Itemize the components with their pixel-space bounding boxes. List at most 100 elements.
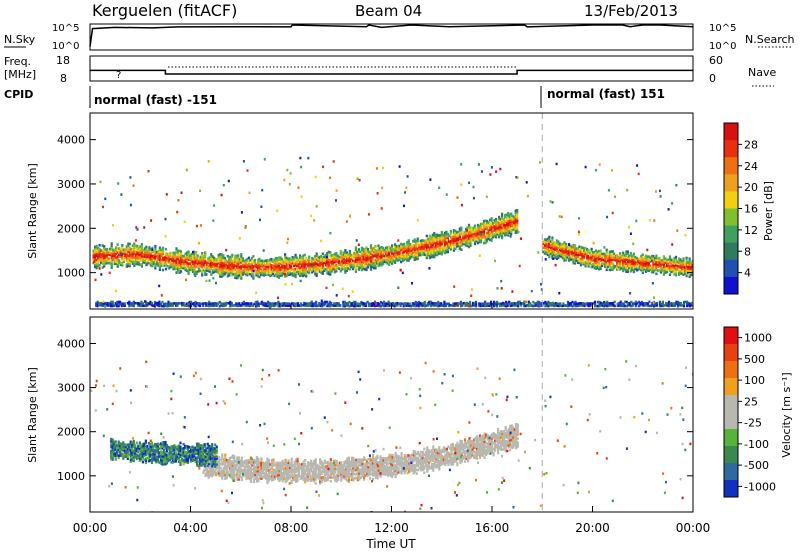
echo-cell	[470, 229, 474, 232]
echo-cell	[671, 259, 675, 263]
echo-cell	[490, 221, 493, 224]
echo-cell	[372, 248, 376, 252]
echo-cell	[278, 471, 281, 475]
echo-cell	[293, 470, 296, 474]
echo-cell	[315, 254, 318, 257]
echo-cell	[118, 247, 121, 250]
echo-cell	[561, 254, 564, 258]
echo-cell	[631, 302, 634, 305]
echo-cell	[235, 258, 238, 262]
echo-cell	[399, 302, 402, 305]
echo-cell	[584, 264, 587, 268]
echo-cell	[192, 270, 195, 273]
echo-cell	[142, 249, 145, 252]
echo-cell	[558, 244, 561, 248]
echo-cell	[578, 249, 581, 253]
echo-cell	[561, 244, 564, 248]
echo-cell	[285, 260, 288, 264]
echo-cell	[499, 223, 502, 227]
echo-cell	[143, 304, 146, 308]
echo-cell	[391, 260, 394, 263]
echo-cell	[554, 304, 557, 307]
echo-cell	[354, 252, 357, 255]
echo-cell	[121, 244, 124, 247]
echo-cell	[555, 245, 558, 248]
echo-cell	[625, 270, 628, 273]
echo-cell	[630, 300, 633, 304]
echo-cell	[478, 230, 481, 234]
echo-cell	[406, 255, 409, 258]
echo-cell	[377, 256, 380, 260]
echo-cell	[446, 240, 449, 244]
echo-cell	[291, 256, 294, 259]
echo-cell	[494, 302, 497, 305]
echo-cell	[508, 217, 511, 221]
echo-cell	[499, 231, 502, 235]
echo-cell	[226, 274, 229, 278]
echo-cell	[338, 263, 341, 267]
echo-cell	[443, 300, 446, 304]
echo-cell	[392, 256, 395, 259]
echo-cell	[155, 250, 158, 254]
echo-cell	[659, 259, 662, 262]
echo-cell	[439, 240, 442, 243]
echo-cell	[343, 302, 346, 306]
echo-cell	[218, 474, 221, 477]
echo-cell	[476, 241, 480, 245]
echo-cell	[319, 466, 322, 469]
echo-cell	[249, 474, 252, 477]
echo-cell	[322, 468, 325, 471]
echo-cell	[544, 302, 547, 306]
echo-cell	[145, 257, 148, 261]
echo-cell	[682, 265, 685, 268]
echo-cell	[554, 254, 557, 257]
colorbar-swatch	[724, 259, 738, 278]
echo-cell	[217, 265, 220, 269]
echo-cell	[403, 254, 406, 258]
echo-cell	[586, 252, 589, 255]
echo-cell	[339, 261, 342, 265]
echo-cell	[280, 263, 284, 267]
echo-cell	[137, 302, 140, 305]
echo-cell	[169, 251, 172, 255]
echo-cell	[234, 256, 237, 260]
echo-cell	[507, 216, 510, 219]
echo-cell	[316, 304, 319, 307]
echo-cell	[272, 302, 276, 306]
echo-cell	[110, 254, 113, 257]
echo-cell	[464, 235, 468, 239]
echo-cell	[428, 238, 431, 242]
echo-cell	[283, 475, 286, 479]
echo-cell	[131, 260, 134, 263]
echo-cell	[187, 262, 190, 265]
echo-cell	[301, 466, 304, 470]
echo-cell	[303, 269, 306, 273]
echo-cell	[228, 468, 231, 472]
echo-cell	[125, 253, 128, 256]
echo-cell	[305, 268, 308, 272]
echo-cell	[201, 252, 204, 255]
echo-cell	[220, 253, 223, 256]
echo-cell	[419, 301, 422, 305]
echo-cell	[270, 470, 274, 474]
echo-cell	[592, 263, 595, 266]
echo-cell	[113, 262, 116, 266]
echo-cell	[221, 477, 224, 480]
echo-cell	[409, 253, 412, 256]
echo-cell	[378, 255, 382, 258]
echo-cell	[397, 249, 400, 252]
echo-cell	[505, 231, 508, 234]
echo-cell	[643, 260, 646, 263]
echo-cell	[595, 265, 598, 268]
echo-cell	[489, 224, 492, 228]
echo-cell	[488, 302, 491, 305]
echo-cell	[145, 247, 148, 251]
echo-cell	[358, 302, 361, 306]
echo-cell	[95, 250, 98, 254]
echo-cell	[320, 259, 323, 262]
echo-cell	[299, 266, 302, 269]
echo-cell	[357, 250, 360, 253]
echo-cell	[426, 302, 429, 305]
echo-cell	[167, 252, 171, 256]
echo-cell	[631, 264, 634, 268]
